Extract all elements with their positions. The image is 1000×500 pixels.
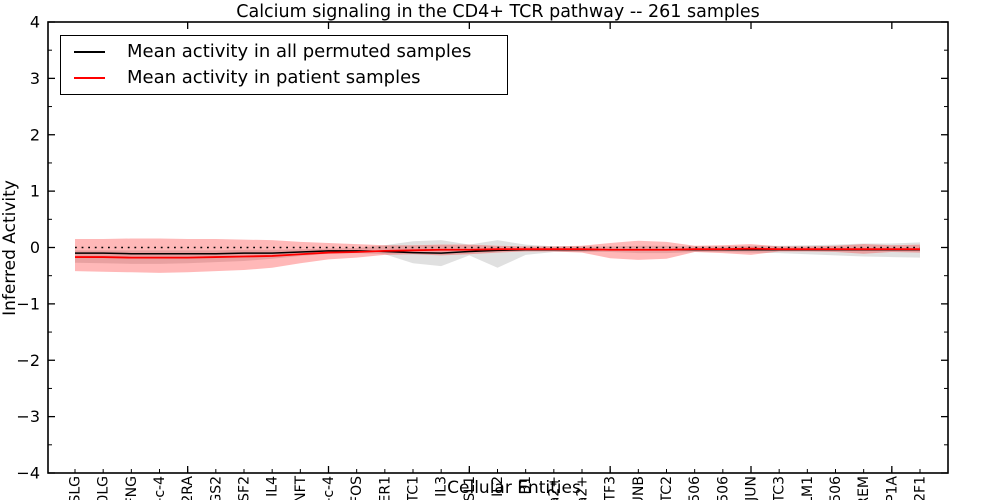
x-category-label: JUNB <box>631 476 647 500</box>
x-category-label: IFNG <box>124 476 140 500</box>
plot-area: 4 3 2 1 0 −1 −2 −3 −4 FASLG CD40LG IFNG AP-1/NFAT1-c… <box>16 13 949 500</box>
chart-title: Calcium signaling in the CD4+ TCR pathwa… <box>236 2 759 22</box>
x-category-label: FOSL1 <box>462 476 478 500</box>
y-tick-label: 4 <box>30 13 40 32</box>
x-category-label: IL2 <box>490 476 506 497</box>
legend-label-permuted: Mean activity in all permuted samples <box>127 41 472 63</box>
x-category-label: IL4 <box>265 476 281 497</box>
x-category-label: CSF2 <box>237 476 253 500</box>
x-axis-label: Cellular Entities <box>447 478 581 498</box>
y-tick-label: 1 <box>30 182 40 201</box>
x-category-label: mol:FK506 <box>687 476 703 500</box>
x-category-label: NFATC2 <box>659 476 675 500</box>
y-axis-label: Inferred Activity <box>0 180 20 316</box>
x-category-label: CREM <box>856 476 872 500</box>
x-category-label: FOS <box>349 476 365 500</box>
y-tick-label: −4 <box>16 464 40 483</box>
legend-entry-permuted: Mean activity in all permuted samples <box>61 43 507 61</box>
legend: Mean activity in all permuted samples Me… <box>60 35 508 95</box>
y-axis-ticks: 4 3 2 1 0 −1 −2 −3 −4 <box>16 13 948 483</box>
x-category-label: IL3 <box>434 476 450 497</box>
x-category-label: PTGS2 <box>208 476 224 500</box>
x-category-label: CALM1 <box>800 476 816 500</box>
y-tick-label: 0 <box>30 238 40 257</box>
legend-line-permuted <box>74 51 105 54</box>
y-tick-label: −2 <box>16 351 40 370</box>
y-tick-label: −1 <box>16 294 40 313</box>
x-category-label: JUN <box>744 476 760 500</box>
x-category-label: Calcineurin A alpha-beta B1/FKBP12/FK506 <box>715 476 731 500</box>
x-category-label: CaM/Ca2+ <box>546 476 562 500</box>
x-category-label: NFATC1 <box>406 476 422 500</box>
x-axis-ticks <box>74 22 921 473</box>
x-category-label: mol:Ca2+ <box>575 476 591 500</box>
x-category-label: CaM/Ca2+/Calcineurin A alpha-beta B1 <box>518 476 534 500</box>
x-category-label: Jun/NFAT1-c-4/p21SNFT <box>293 476 309 500</box>
legend-line-patient <box>74 76 105 79</box>
x-category-label: CD40LG <box>96 476 112 500</box>
x-category-label: IL2RA <box>180 476 196 500</box>
y-tick-label: 2 <box>30 125 40 144</box>
x-category-label: FKBP1A <box>884 476 900 500</box>
x-category-label: POU2F1 <box>913 476 929 500</box>
x-category-label: FASLG <box>68 476 84 500</box>
x-category-label: AP-1/NFAT1-c-4 <box>152 476 168 500</box>
x-category-label: FKBP12/FK506 <box>828 476 844 500</box>
x-category-label: BATF3 <box>603 476 619 500</box>
x-category-label: NFAT1-c-4/ICER1 <box>377 476 393 500</box>
legend-label-patient: Mean activity in patient samples <box>127 66 421 88</box>
x-category-label: JunB/Fra1/NFAT1-c-4 <box>321 476 337 500</box>
legend-entry-patient: Mean activity in patient samples <box>61 66 507 88</box>
line-patient-mean <box>75 247 920 259</box>
x-category-label: NFATC3 <box>772 476 788 500</box>
category-labels: FASLG CD40LG IFNG AP-1/NFAT1-c-4 IL2RA PTGS2 C… <box>68 476 929 500</box>
y-tick-label: 3 <box>30 69 40 88</box>
y-tick-label: −3 <box>16 407 40 426</box>
